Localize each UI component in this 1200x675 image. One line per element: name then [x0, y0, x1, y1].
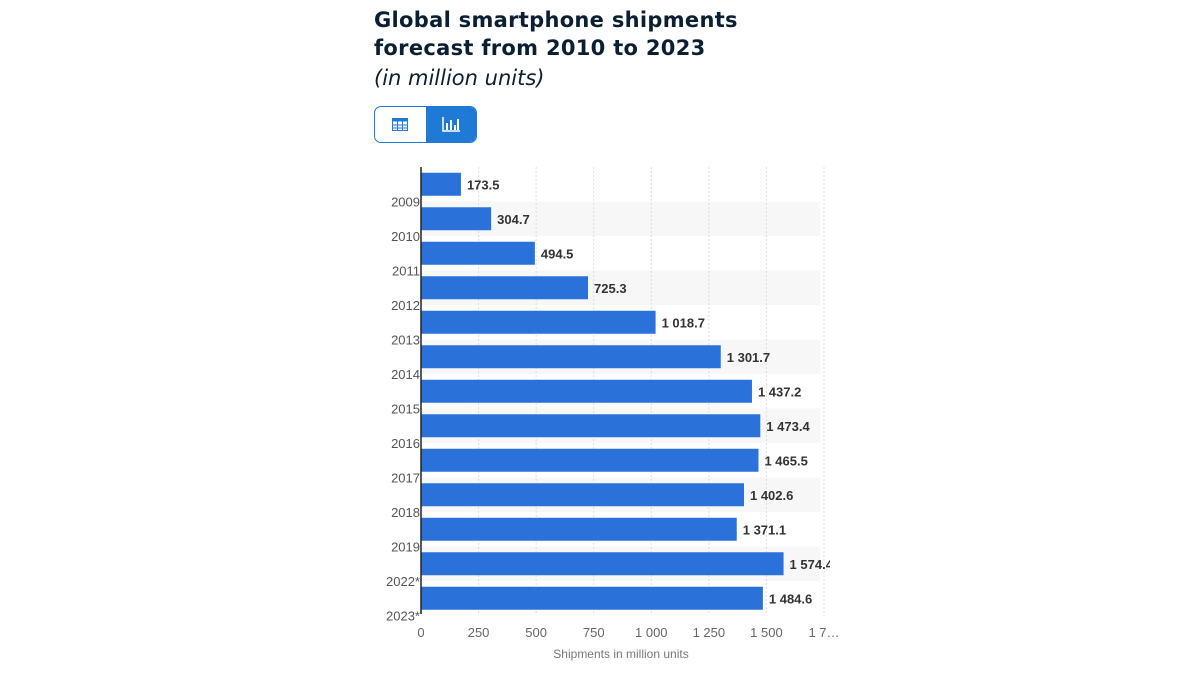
table-icon	[392, 118, 409, 131]
table-view-button[interactable]	[375, 107, 426, 142]
y-tick-label: 2011	[392, 264, 420, 279]
bar	[421, 379, 752, 403]
value-label: 1 484.6	[769, 591, 812, 606]
x-tick-label: 1 7…	[808, 625, 839, 640]
value-label: 173.5	[467, 177, 500, 192]
bar	[421, 586, 763, 610]
y-tick-label: 2009	[391, 195, 420, 210]
y-tick-label: 2023*	[386, 609, 420, 624]
x-tick-label: 1 500	[750, 625, 783, 640]
value-label: 1 437.2	[758, 384, 801, 399]
bar	[421, 207, 492, 231]
x-tick-label: 1 000	[635, 625, 668, 640]
y-tick-label: 2017	[391, 471, 420, 486]
value-label: 1 473.4	[766, 419, 810, 434]
x-axis-label: Shipments in million units	[553, 647, 688, 661]
bar	[421, 448, 759, 472]
value-label: 1 018.7	[662, 315, 705, 330]
x-tick-label: 0	[417, 625, 424, 640]
y-tick-label: 2019	[391, 540, 420, 555]
value-label: 1 465.5	[764, 453, 807, 468]
bar	[421, 414, 761, 438]
chart-title: Global smartphone shipments forecast fro…	[374, 8, 738, 60]
y-tick-label: 2022*	[386, 574, 420, 589]
y-tick-label: 2012	[391, 298, 420, 313]
y-tick-label: 2015	[391, 402, 420, 417]
x-tick-label: 1 250	[693, 625, 726, 640]
bar	[421, 517, 737, 541]
view-toggle	[374, 106, 477, 143]
bar	[421, 552, 784, 576]
value-label: 1 574.4	[790, 557, 834, 572]
bar	[421, 241, 535, 265]
y-tick-label: 2018	[391, 505, 420, 520]
value-label: 1 371.1	[743, 522, 786, 537]
x-tick-label: 500	[525, 625, 547, 640]
y-tick-label: 2016	[391, 436, 420, 451]
value-label: 494.5	[541, 246, 574, 261]
y-tick-label: 2013	[391, 333, 420, 348]
value-label: 304.7	[497, 212, 530, 227]
y-tick-label: 2014	[391, 367, 420, 382]
x-tick-label: 750	[583, 625, 605, 640]
bar	[421, 172, 461, 196]
bar	[421, 310, 656, 334]
chart-subtitle: (in million units)	[374, 66, 545, 90]
y-tick-label: 2010	[391, 229, 420, 244]
value-label: 725.3	[594, 281, 627, 296]
chart-view-button[interactable]	[425, 107, 476, 142]
bar-chart-icon	[442, 117, 460, 132]
bar	[421, 483, 744, 507]
value-label: 1 301.7	[727, 350, 770, 365]
bar	[421, 276, 589, 300]
x-tick-label: 250	[468, 625, 490, 640]
value-label: 1 402.6	[750, 488, 793, 503]
bar	[421, 345, 721, 369]
